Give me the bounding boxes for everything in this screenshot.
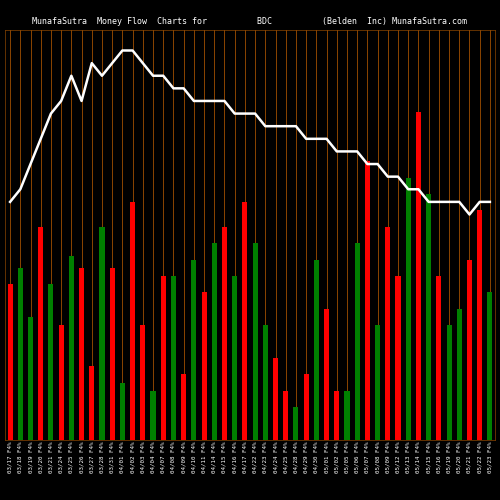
Bar xyxy=(406,178,411,440)
Bar xyxy=(130,202,135,440)
Bar xyxy=(28,317,33,440)
Bar xyxy=(8,284,12,440)
Bar xyxy=(446,325,452,440)
Bar xyxy=(263,325,268,440)
Bar xyxy=(488,292,492,440)
Bar xyxy=(456,309,462,440)
Bar xyxy=(58,325,64,440)
Bar xyxy=(273,358,278,440)
Bar xyxy=(436,276,442,440)
Bar xyxy=(120,382,125,440)
Bar xyxy=(100,227,104,440)
Bar xyxy=(222,227,227,440)
Bar xyxy=(314,260,319,440)
Bar xyxy=(171,276,176,440)
Bar xyxy=(192,260,196,440)
Bar xyxy=(386,227,390,440)
Bar xyxy=(18,268,23,440)
Bar xyxy=(181,374,186,440)
Bar xyxy=(354,243,360,440)
Bar xyxy=(324,309,329,440)
Bar xyxy=(477,210,482,440)
Bar xyxy=(212,243,217,440)
Bar xyxy=(334,391,340,440)
Bar xyxy=(160,276,166,440)
Bar xyxy=(232,276,237,440)
Bar xyxy=(150,391,156,440)
Bar xyxy=(294,407,298,440)
Bar xyxy=(38,227,44,440)
Bar xyxy=(252,243,258,440)
Bar xyxy=(283,391,288,440)
Bar xyxy=(140,325,145,440)
Text: MunafaSutra  Money Flow  Charts for          BDC          (Belden  Inc) MunafaSu: MunafaSutra Money Flow Charts for BDC (B… xyxy=(32,18,468,26)
Bar xyxy=(416,112,421,440)
Bar xyxy=(242,202,248,440)
Bar xyxy=(110,268,114,440)
Bar xyxy=(48,284,54,440)
Bar xyxy=(344,391,350,440)
Bar xyxy=(365,161,370,440)
Bar xyxy=(69,256,74,440)
Bar xyxy=(79,268,84,440)
Bar xyxy=(467,260,472,440)
Bar xyxy=(375,325,380,440)
Bar xyxy=(89,366,94,440)
Bar xyxy=(304,374,308,440)
Bar xyxy=(202,292,206,440)
Bar xyxy=(396,276,400,440)
Bar xyxy=(426,194,431,440)
